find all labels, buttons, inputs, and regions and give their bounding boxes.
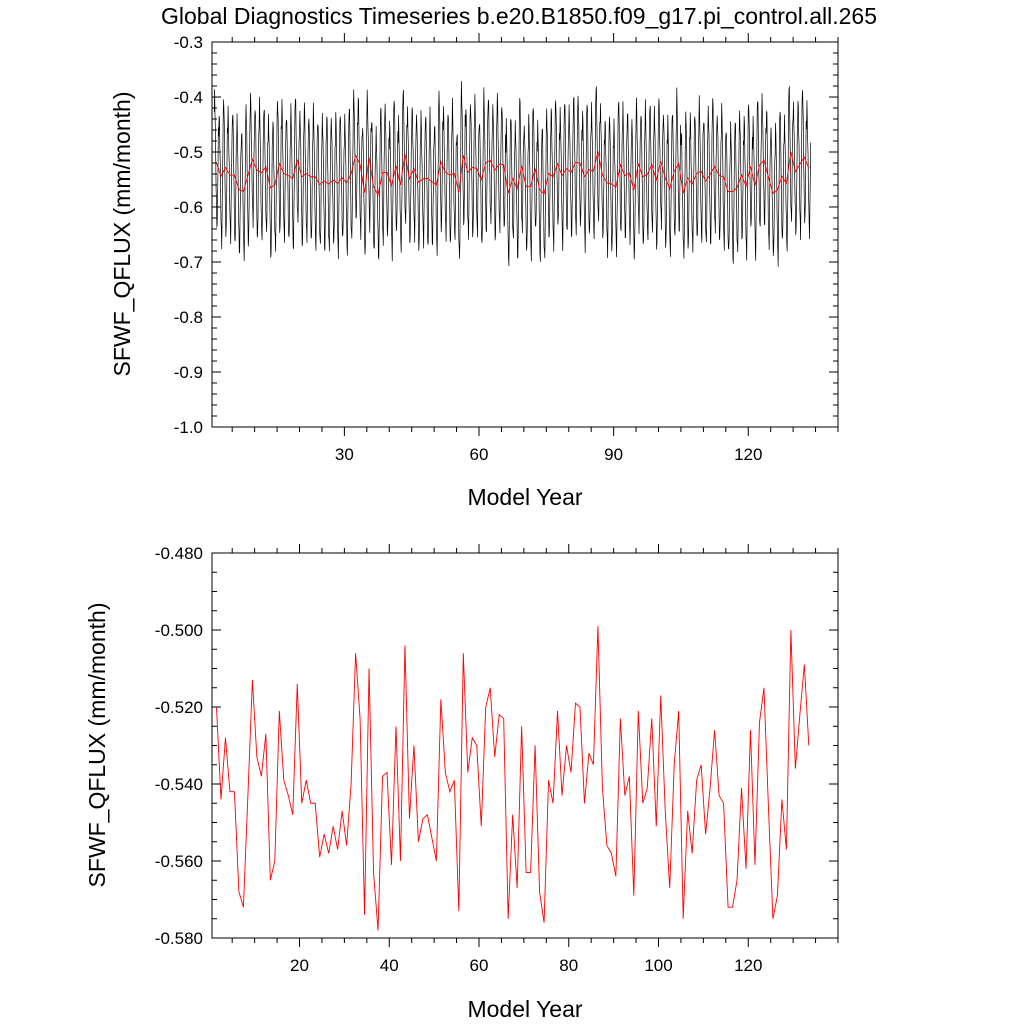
top-panel: -1.0 -0.9 -0.8 -0.7 -0.6 -0.5 -0.4 -0.3 30 60 90 12… (109, 33, 839, 510)
figure-title: Global Diagnostics Timeseries b.e20.B185… (161, 3, 877, 29)
y-tick-label: -0.560 (155, 852, 203, 871)
y-axis-label: SFWF_QFLUX (mm/month) (84, 603, 110, 888)
y-tick-label: -0.480 (155, 544, 203, 563)
y-tick-label: -0.8 (174, 308, 203, 327)
x-tick-label: 60 (470, 445, 489, 464)
x-tick-label: 90 (604, 445, 623, 464)
bottom-panel: -0.580 -0.560 -0.540 -0.520 -0.500 -0.480 20 40… (84, 544, 839, 1022)
y-tick-label: -0.3 (174, 33, 203, 52)
y-tick-label: -0.580 (155, 929, 203, 948)
y-tick-label: -0.4 (174, 88, 203, 107)
x-axis-label: Model Year (467, 484, 582, 510)
x-tick-label: 120 (734, 445, 762, 464)
plot-frame (211, 41, 839, 428)
x-tick-label: 60 (470, 956, 489, 975)
y-tick-label: -0.500 (155, 621, 203, 640)
annual-series-line (216, 626, 810, 931)
y-tick-label: -0.7 (174, 253, 203, 272)
x-tick-label: 20 (290, 956, 309, 975)
annual-series-line (216, 151, 810, 197)
x-tick-label: 120 (734, 956, 762, 975)
x-tick-label: 100 (644, 956, 672, 975)
y-tick-label: -0.6 (174, 198, 203, 217)
x-axis-label: Model Year (467, 996, 582, 1022)
x-tick-label: 40 (380, 956, 399, 975)
x-tick-label: 80 (559, 956, 578, 975)
y-tick-label: -0.540 (155, 775, 203, 794)
y-tick-label: -0.5 (174, 143, 203, 162)
monthly-series-line (213, 81, 812, 267)
y-axis-label: SFWF_QFLUX (mm/month) (109, 92, 135, 377)
y-tick-label: -0.520 (155, 698, 203, 717)
y-tick-label: -1.0 (174, 418, 203, 437)
y-tick-label: -0.9 (174, 363, 203, 382)
x-tick-label: 30 (335, 445, 354, 464)
